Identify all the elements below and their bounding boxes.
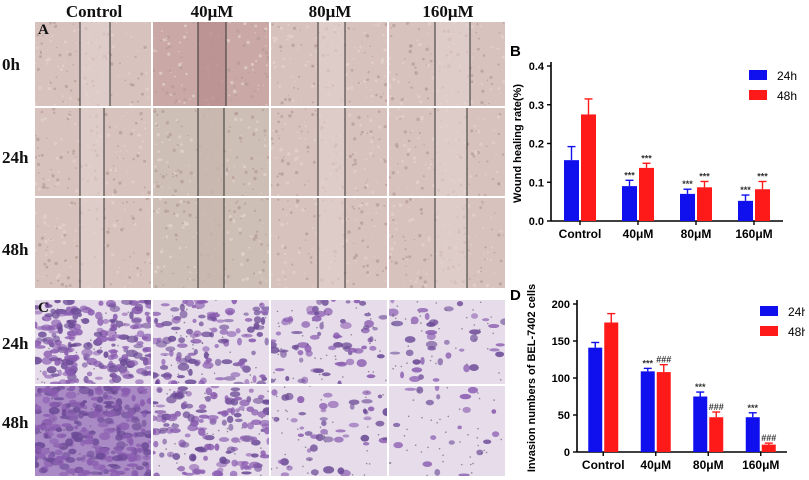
invasion-micrograph-tile [153,386,269,476]
wound-micrograph-tile [153,22,269,106]
y-tick-label: 150 [552,336,570,348]
column-header-control: Control [65,2,123,21]
wound-micrograph-tile [153,108,269,196]
y-tick-label: 100 [552,373,570,385]
significance-label: *** [740,185,751,195]
wound-micrograph-tile [389,22,505,106]
significance-label: *** [624,170,635,180]
y-tick-label: 0 [564,447,570,459]
y-tick-label: 0.1 [529,177,544,189]
x-tick-label: 80μM [681,227,712,241]
invasion-micrograph-tile [271,300,387,384]
y-tick-label: 0.0 [529,216,544,228]
bar-24h-1 [640,371,655,452]
y-axis-label: Invasion numbers of BEL-7402 cells [526,284,538,472]
bar-24h-0 [588,347,603,452]
panel-letter: B [510,43,521,60]
x-tick-label: 160μM [742,458,779,472]
bar-48h-2 [709,417,724,452]
column-header-160um: 160μM [422,2,474,21]
panel-letter-a: A [38,22,49,38]
row-header-24h: 24h [2,148,29,167]
x-tick-label: Control [582,458,625,472]
significance-label: ### [656,355,671,365]
wound-micrograph-tile [271,108,387,196]
row-header-invasion-24h: 24h [2,334,29,353]
bar-48h-3 [755,189,770,221]
significance-label: *** [747,403,758,413]
y-tick-label: 0.4 [529,61,545,73]
bar-24h-3 [745,417,760,452]
significance-label: ### [709,402,724,412]
invasion-micrograph-tile [271,386,387,476]
column-header-80um: 80μM [308,2,352,21]
panel-letter: D [510,287,521,304]
y-axis-label: Wound healing rate(%) [512,84,524,203]
bar-48h-0 [581,114,596,221]
legend-label: 24h [788,305,805,319]
wound-micrograph-tile [389,198,505,288]
wound-micrograph-tile [153,198,269,288]
x-tick-label: 80μM [693,458,724,472]
x-tick-label: Control [559,227,602,241]
bar-48h-1 [656,372,671,452]
y-tick-label: 50 [558,410,570,422]
invasion-micrograph-tile [153,300,269,384]
wound-micrograph-tile [35,198,151,288]
panel-letter-c: C [38,300,49,316]
legend-label: 48h [777,89,797,103]
significance-label: *** [695,382,706,392]
wound-micrograph-tile [35,108,151,196]
bar-24h-2 [693,396,708,452]
row-header-48h: 48h [2,240,29,259]
invasion-numbers-chart: 0 50 100 150 200 Invasion numbers of BEL-7402… [510,284,805,472]
bar-48h-3 [761,444,776,452]
wound-micrograph-tile [271,198,387,288]
invasion-micrograph-tile [389,386,505,476]
row-header-invasion-48h: 48h [2,413,29,432]
legend-swatch-24h [749,70,767,80]
x-tick-label: 160μM [735,227,772,241]
significance-label: *** [642,358,653,368]
wound-healing-rate-chart: 0.0 0.1 0.2 0.3 0.4 Wound healing rate(%) Cont… [510,43,797,241]
legend-label: 48h [788,325,805,339]
x-tick-label: 40μM [623,227,654,241]
legend-swatch-48h [749,90,767,100]
significance-label: *** [699,171,710,181]
bar-48h-1 [639,167,654,221]
bar-24h-1 [622,186,637,221]
legend-swatch-24h [760,306,778,316]
bar-24h-3 [738,200,753,221]
legend-swatch-48h [760,326,778,336]
wound-micrograph-tile [389,108,505,196]
significance-label: *** [641,153,652,163]
row-header-0h: 0h [2,55,20,74]
bar-24h-0 [564,160,579,221]
y-tick-label: 0.3 [529,100,544,112]
bar-48h-2 [697,187,712,221]
significance-label: ### [761,433,776,443]
y-tick-label: 200 [552,299,570,311]
invasion-micrograph-tile [35,386,151,476]
wound-micrograph-tile [35,22,151,106]
wound-micrograph-tile [271,22,387,106]
significance-label: *** [682,179,693,189]
significance-label: *** [757,171,768,181]
legend-label: 24h [777,69,797,83]
bar-48h-0 [604,322,619,452]
column-header-40um: 40μM [190,2,234,21]
x-tick-label: 40μM [640,458,671,472]
y-tick-label: 0.2 [529,139,544,151]
invasion-micrograph-tile [35,300,151,384]
bar-24h-2 [680,193,695,221]
invasion-micrograph-tile [389,300,505,384]
